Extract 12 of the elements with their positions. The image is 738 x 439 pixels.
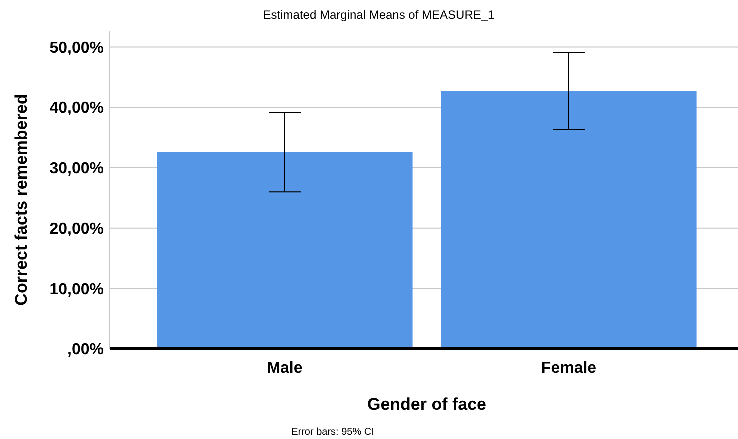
x-axis-title: Gender of face [367,395,487,414]
y-tick-label: ,00% [68,342,104,359]
y-tick-label: 20,00% [50,220,104,238]
y-tick-label: 10,00% [50,281,104,298]
chart-title: Estimated Marginal Means of MEASURE_1 [263,8,496,22]
x-tick-label: Female [541,360,597,377]
y-axis-title: Correct facts remembered [12,94,31,306]
text: Error bars: 95% CI [292,427,374,438]
y-tick-label: 40,00% [50,100,104,118]
y-tick-label: 30,00% [50,160,104,178]
x-tick-label: Male [267,360,303,377]
y-tick-label: 50,00% [50,40,104,57]
